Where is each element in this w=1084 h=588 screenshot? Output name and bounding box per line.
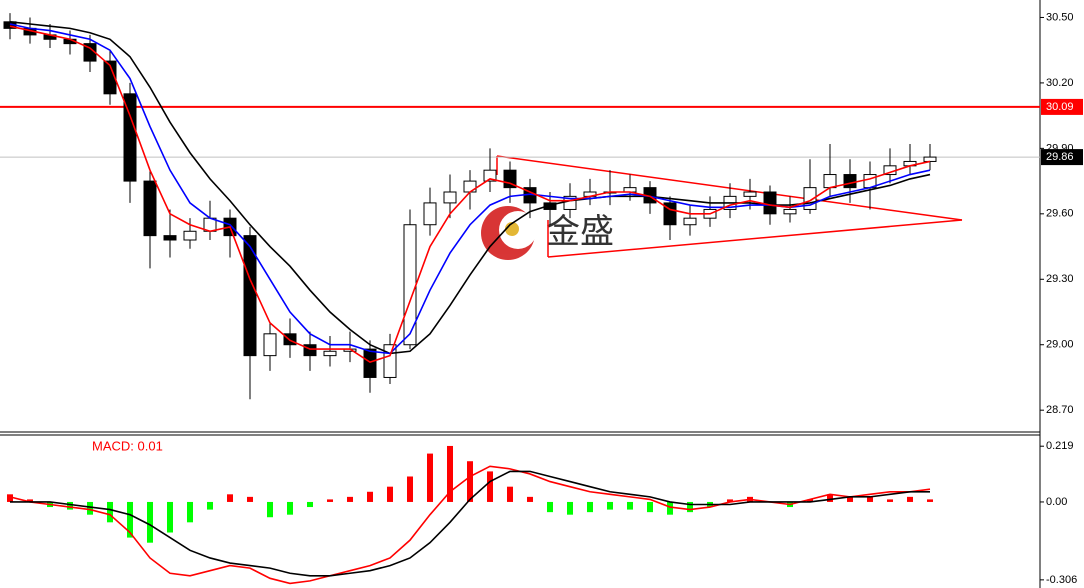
watermark-logo xyxy=(481,206,537,260)
histogram-bar xyxy=(927,499,933,502)
macd-line xyxy=(9,465,931,585)
candle-body xyxy=(403,224,417,346)
histogram-bar xyxy=(567,501,573,515)
macd-label: MACD: 0.01 xyxy=(92,438,163,453)
histogram-bar xyxy=(807,499,813,502)
candle-body xyxy=(463,180,477,193)
candle-body xyxy=(263,333,277,357)
histogram-bar xyxy=(427,453,433,502)
histogram-bar xyxy=(367,491,373,502)
histogram-bar xyxy=(127,501,133,538)
macd-line xyxy=(10,470,930,577)
histogram-bar xyxy=(667,501,673,515)
candle-body xyxy=(303,344,317,357)
histogram-bar xyxy=(587,501,593,513)
histogram-bar xyxy=(727,499,733,502)
moving-average-line xyxy=(9,25,931,364)
candle-body xyxy=(123,93,137,182)
histogram-bar xyxy=(447,445,453,502)
histogram-bar xyxy=(907,496,913,502)
candle-body xyxy=(543,202,557,210)
y-tick-label: 0.00 xyxy=(1046,496,1067,508)
y-tick-label: 29.30 xyxy=(1046,273,1074,285)
candle-body xyxy=(763,191,777,215)
histogram-bar xyxy=(87,501,93,515)
candle-body xyxy=(143,180,157,237)
candle-body xyxy=(423,202,437,226)
candle-body xyxy=(923,156,937,162)
histogram-bar xyxy=(607,501,613,510)
histogram-bar xyxy=(227,494,233,502)
histogram-bar xyxy=(67,501,73,510)
candle-body xyxy=(323,350,337,357)
histogram-bar xyxy=(887,499,893,502)
price-box-label: 30.09 xyxy=(1046,101,1074,113)
histogram-bar xyxy=(507,486,513,502)
candle-body xyxy=(783,208,797,215)
y-tick-label: 0.219 xyxy=(1046,440,1074,452)
y-tick-label: 28.70 xyxy=(1046,404,1074,416)
histogram-bar xyxy=(207,501,213,510)
trend-line xyxy=(547,219,963,258)
candle-body xyxy=(683,217,697,226)
histogram-bar xyxy=(867,496,873,502)
histogram-bar xyxy=(527,496,533,502)
histogram-bar xyxy=(167,501,173,533)
watermark-text: 金盛 xyxy=(546,213,614,251)
histogram-bar xyxy=(407,476,413,502)
histogram-bar xyxy=(467,461,473,502)
histogram-bar xyxy=(147,501,153,543)
histogram-bar xyxy=(387,486,393,502)
histogram-bar xyxy=(287,501,293,515)
y-tick-label: 30.20 xyxy=(1046,77,1074,89)
price-box xyxy=(1041,98,1083,115)
candle-body xyxy=(363,348,377,378)
histogram-bar xyxy=(687,501,693,513)
y-tick-label: 29.00 xyxy=(1046,339,1074,351)
candle-body xyxy=(163,235,177,241)
y-tick-label: -0.306 xyxy=(1046,574,1077,586)
candle-body xyxy=(243,235,257,357)
price-box-label: 29.86 xyxy=(1046,151,1074,163)
histogram-bar xyxy=(7,494,13,502)
price-box xyxy=(1041,149,1083,166)
histogram-bar xyxy=(327,499,333,502)
histogram-bar xyxy=(307,501,313,508)
histogram-bar xyxy=(487,471,493,502)
histogram-bar xyxy=(827,494,833,502)
histogram-bar xyxy=(247,496,253,502)
histogram-bar xyxy=(347,496,353,502)
histogram-bar xyxy=(647,501,653,513)
histogram-bar xyxy=(27,499,33,502)
y-tick-label: 29.60 xyxy=(1046,208,1074,220)
histogram-bar xyxy=(107,501,113,523)
histogram-bar xyxy=(547,501,553,513)
candle-body xyxy=(483,169,497,182)
candle-body xyxy=(103,60,117,95)
candle-body xyxy=(283,333,297,346)
y-tick-label: 30.50 xyxy=(1046,11,1074,23)
histogram-bar xyxy=(267,501,273,518)
histogram-bar xyxy=(627,501,633,510)
candle-body xyxy=(443,191,457,204)
candle-body xyxy=(823,174,837,189)
candle-body xyxy=(743,191,757,197)
histogram-bar xyxy=(187,501,193,523)
histogram-bar xyxy=(847,496,853,502)
candle-body xyxy=(183,230,197,241)
candle-body xyxy=(843,174,857,189)
